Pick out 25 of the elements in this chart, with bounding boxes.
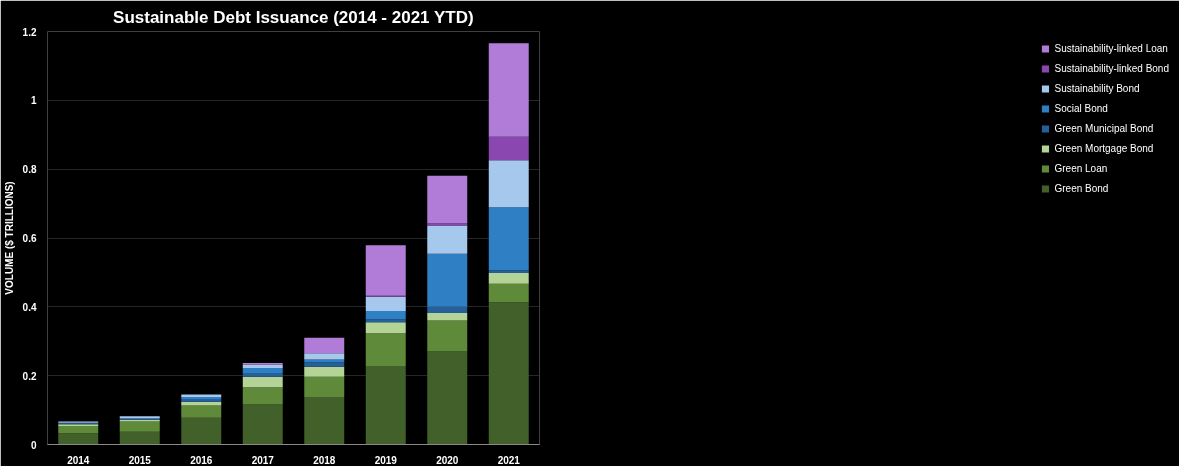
y-tick-label: 1.2: [22, 26, 37, 38]
x-tick-label: 2016: [190, 454, 213, 466]
legend-label: Social Bond: [1054, 101, 1108, 115]
chart-title: Sustainable Debt Issuance (2014 - 2021 YTD): [113, 7, 474, 27]
legend-label: Green Mortgage Bond: [1054, 141, 1154, 155]
y-tick-label: 0.2: [22, 370, 37, 382]
x-tick-label: 2014: [67, 454, 90, 466]
y-tick-label: 1: [30, 95, 37, 107]
y-tick-label: 0.6: [22, 233, 37, 244]
legend-label: Green Loan: [1054, 161, 1108, 175]
x-tick-label: 2020: [436, 454, 459, 466]
x-tick-label: 2015: [128, 454, 152, 466]
legend-label: Green Municipal Bond: [1054, 121, 1154, 135]
x-tick-label: 2018: [313, 454, 336, 466]
legend-label: Green Bond: [1054, 181, 1109, 195]
legend-label: Sustainability Bond: [1054, 81, 1140, 95]
x-tick-label: 2017: [251, 454, 275, 466]
y-axis-title: VOLUME ($ TRILLIONS): [3, 181, 15, 295]
y-tick-label: 0.4: [22, 301, 37, 313]
legend-label: Sustainability-linked Loan: [1054, 41, 1168, 55]
legend-label: Sustainability-linked Bond: [1054, 61, 1169, 75]
y-tick-label: 0.8: [22, 164, 37, 176]
y-tick-label: 0: [30, 439, 37, 451]
x-tick-label: 2021: [497, 454, 521, 466]
x-tick-label: 2019: [374, 454, 398, 466]
